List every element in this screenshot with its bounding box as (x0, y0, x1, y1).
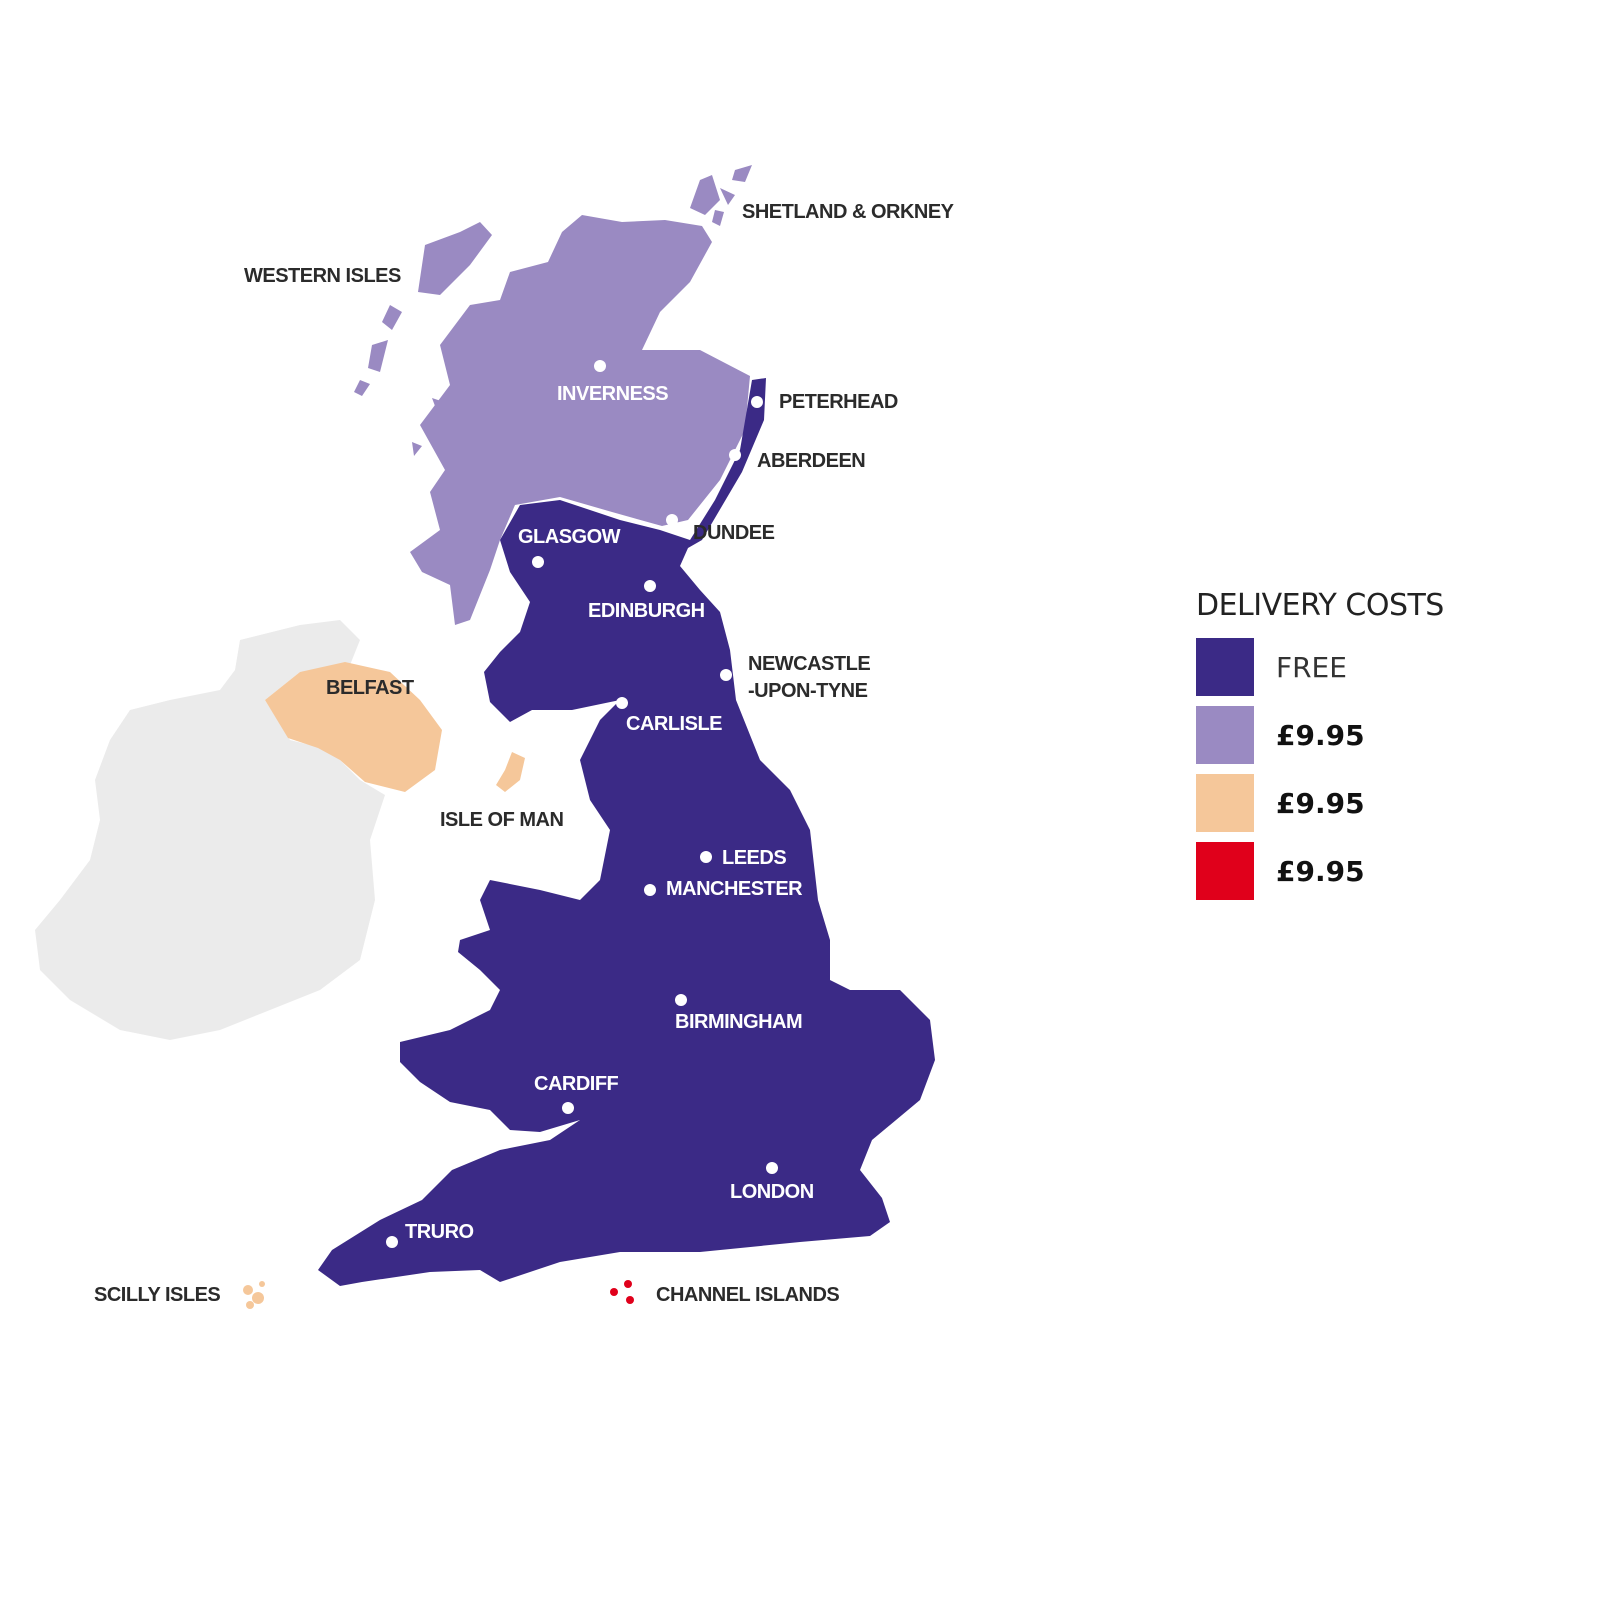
glasgow-label: GLASGOW (518, 526, 621, 548)
newcastle-label: NEWCASTLE (748, 653, 870, 675)
aberdeen-marker (729, 449, 741, 461)
shetland-orkney-region (690, 165, 752, 226)
city-markers (386, 360, 778, 1248)
western-isles-label: WESTERN ISLES (244, 265, 401, 287)
aberdeen-label: ABERDEEN (757, 450, 865, 472)
newcastle-label-2: -UPON-TYNE (748, 680, 868, 702)
legend-item-zone2: £9.95 (1196, 769, 1444, 837)
leeds-marker (700, 851, 712, 863)
peterhead-marker (751, 396, 763, 408)
isle-of-man-region (496, 752, 525, 792)
legend-swatch (1196, 774, 1254, 832)
edinburgh-label: EDINBURGH (588, 600, 705, 622)
birmingham-label: BIRMINGHAM (675, 1011, 802, 1033)
legend-title: DELIVERY COSTS (1196, 588, 1444, 623)
legend-item-free: FREE (1196, 633, 1444, 701)
glasgow-marker (532, 556, 544, 568)
legend-item-zone1: £9.95 (1196, 701, 1444, 769)
channel-islands-region (610, 1280, 634, 1304)
inverness-marker (594, 360, 606, 372)
legend-swatch (1196, 842, 1254, 900)
inverness-label: INVERNESS (557, 383, 668, 405)
truro-label: TRURO (405, 1221, 474, 1243)
carlisle-label: CARLISLE (626, 713, 722, 735)
dundee-marker (666, 514, 678, 526)
birmingham-marker (675, 994, 687, 1006)
ireland-region (35, 620, 385, 1040)
highlands-region (410, 215, 750, 625)
edinburgh-marker (644, 580, 656, 592)
carlisle-marker (616, 697, 628, 709)
belfast-label: BELFAST (326, 677, 414, 699)
legend-label: £9.95 (1276, 718, 1365, 752)
truro-marker (386, 1236, 398, 1248)
legend-label: £9.95 (1276, 854, 1365, 888)
dundee-label: DUNDEE (693, 522, 775, 544)
channel-islands-label: CHANNEL ISLANDS (656, 1284, 839, 1306)
isle-of-man-label: ISLE OF MAN (440, 809, 563, 831)
cardiff-marker (562, 1102, 574, 1114)
cardiff-label: CARDIFF (534, 1073, 619, 1095)
legend-swatch (1196, 638, 1254, 696)
leeds-label: LEEDS (722, 847, 786, 869)
legend-item-zone3: £9.95 (1196, 837, 1444, 905)
manchester-marker (644, 884, 656, 896)
london-marker (766, 1162, 778, 1174)
legend-label: FREE (1276, 650, 1347, 684)
newcastle-marker (720, 669, 732, 681)
western-isles-region (354, 222, 492, 456)
delivery-legend: DELIVERY COSTS FREE £9.95 £9.95 £9.95 (1196, 588, 1444, 905)
manchester-label: MANCHESTER (666, 878, 803, 900)
legend-label: £9.95 (1276, 786, 1365, 820)
shetland-label: SHETLAND & ORKNEY (742, 201, 955, 223)
legend-swatch (1196, 706, 1254, 764)
london-label: LONDON (730, 1181, 814, 1203)
scilly-isles-region (243, 1281, 265, 1309)
northern-ireland-region (265, 662, 442, 792)
peterhead-label: PETERHEAD (779, 391, 898, 413)
mainland-free-region (318, 378, 935, 1286)
scilly-label: SCILLY ISLES (94, 1284, 220, 1306)
